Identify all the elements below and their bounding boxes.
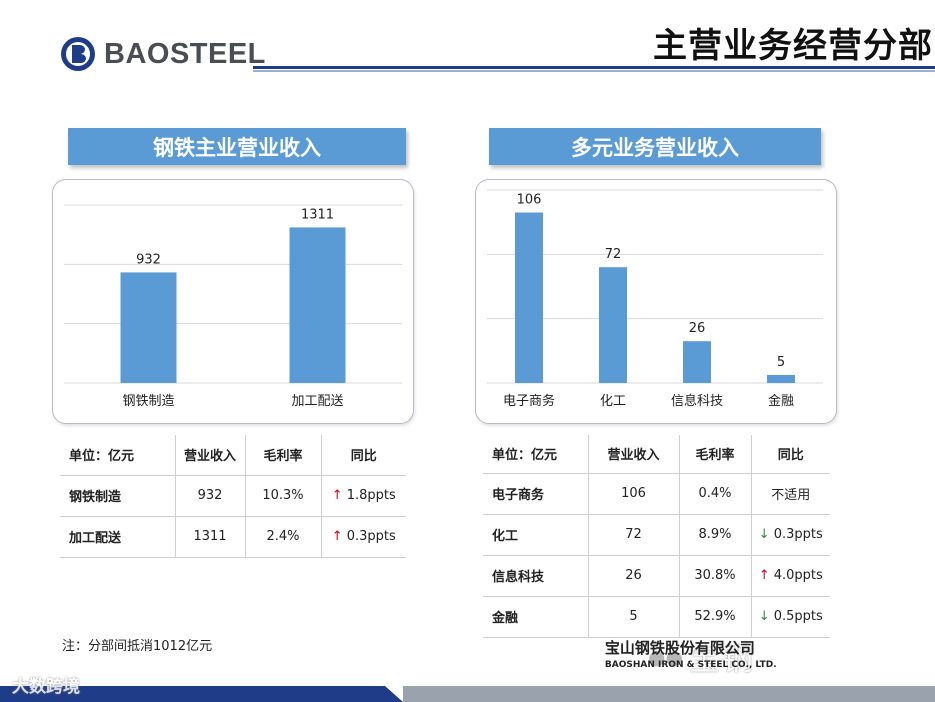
segment-revenue: 106 xyxy=(587,473,679,515)
segment-name: 钢铁制造 xyxy=(60,475,175,517)
table-row: 化工 72 8.9% ↓ 0.3ppts xyxy=(483,514,830,556)
segment-yoy: ↓ 0.3ppts xyxy=(750,514,830,556)
table-header-yoy: 同比 xyxy=(320,435,406,476)
data-label: 72 xyxy=(605,247,622,262)
segment-margin: 52.9% xyxy=(678,596,751,638)
segment-name: 化工 xyxy=(483,514,588,556)
segment-name: 电子商务 xyxy=(483,473,588,515)
segment-yoy: 不适用 xyxy=(750,473,830,515)
segment-name: 金融 xyxy=(483,596,588,638)
watermark-right: ●● 宝钢 宝山钢铁股份有限公司 BAOSHAN IRON & STEEL CO… xyxy=(605,634,777,679)
watermark-left-text: 大数跨境 xyxy=(12,677,80,697)
header-rule xyxy=(253,66,935,69)
data-label: 26 xyxy=(689,321,706,336)
yoy-value: 1.8ppts xyxy=(346,488,396,503)
segment-name: 信息科技 xyxy=(483,555,588,597)
down-arrow-icon: ↓ xyxy=(758,527,770,542)
segment-revenue: 72 xyxy=(587,514,679,556)
segment-yoy: ↓ 0.5ppts xyxy=(750,596,830,638)
segment-yoy: ↑ 1.8ppts xyxy=(320,475,406,517)
footer-band-wedge xyxy=(385,686,403,702)
bar xyxy=(515,212,543,383)
baosteel-emblem-icon xyxy=(61,37,95,71)
segment-margin: 10.3% xyxy=(244,475,321,517)
down-arrow-icon: ↓ xyxy=(758,609,770,624)
category-label: 化工 xyxy=(600,394,626,409)
bar xyxy=(767,374,795,383)
up-arrow-icon: ↑ xyxy=(758,568,770,583)
diversified-section-title: 多元业务营业收入 xyxy=(489,128,821,165)
data-label: 932 xyxy=(136,252,161,267)
segment-margin: 30.8% xyxy=(678,555,751,597)
diversified-revenue-chart: 106 电子商务 72 化工 26 信息科技 5 金融 xyxy=(487,189,823,409)
segment-margin: 8.9% xyxy=(678,514,751,556)
table-row: 加工配送 1311 2.4% ↑ 0.3ppts xyxy=(60,516,406,558)
footer-band xyxy=(0,686,385,702)
segment-revenue: 932 xyxy=(174,475,245,517)
segment-name: 加工配送 xyxy=(60,516,175,558)
baosteel-logo: BAOSTEEL xyxy=(60,36,266,72)
category-label: 钢铁制造 xyxy=(122,394,174,409)
data-label: 5 xyxy=(777,355,785,370)
yoy-value: 0.3ppts xyxy=(346,529,396,544)
steel-revenue-chart: 932 钢铁制造 1311 加工配送 xyxy=(64,204,402,409)
table-header-revenue: 营业收入 xyxy=(587,435,679,474)
table-row: 信息科技 26 30.8% ↑ 4.0ppts xyxy=(483,555,830,597)
table-row: 钢铁制造 932 10.3% ↑ 1.8ppts xyxy=(60,475,406,517)
steel-section-title: 钢铁主业营业收入 xyxy=(68,128,406,165)
segment-revenue: 26 xyxy=(587,555,679,597)
table-header-margin: 毛利率 xyxy=(244,435,321,476)
segment-margin: 2.4% xyxy=(244,516,321,558)
yoy-value: 0.3ppts xyxy=(773,527,823,542)
watermark-big-text: 宝钢 xyxy=(688,642,755,678)
up-arrow-icon: ↑ xyxy=(331,529,343,544)
segment-revenue: 1311 xyxy=(174,516,245,558)
watermark-left: 大数跨境 xyxy=(12,672,80,697)
yoy-value: 0.5ppts xyxy=(773,609,823,624)
header-rule-secondary xyxy=(253,70,935,72)
watermark-company-cn: 宝山钢铁股份有限公司 xyxy=(604,638,755,657)
steel-segment-table: 单位：亿元 营业收入 毛利率 同比 钢铁制造 932 10.3% ↑ 1.8pp… xyxy=(60,435,406,558)
page-title: 主营业务经营分部 xyxy=(653,26,933,66)
footer-band-grey xyxy=(403,686,935,702)
table-header-yoy: 同比 xyxy=(750,435,830,474)
segment-margin: 0.4% xyxy=(678,473,751,515)
footnote: 注：分部间抵消1012亿元 xyxy=(62,639,213,654)
table-header-revenue: 营业收入 xyxy=(174,435,245,476)
up-arrow-icon: ↑ xyxy=(331,488,343,503)
segment-yoy: ↑ 0.3ppts xyxy=(320,516,406,558)
data-label: 106 xyxy=(517,193,542,208)
table-header-unit: 单位：亿元 xyxy=(60,435,175,476)
yoy-value: 4.0ppts xyxy=(773,568,823,583)
category-label: 加工配送 xyxy=(291,394,343,409)
segment-yoy: ↑ 4.0ppts xyxy=(750,555,830,597)
wechat-icon: ●● xyxy=(648,644,683,669)
table-row: 金融 5 52.9% ↓ 0.5ppts xyxy=(483,596,830,638)
data-label: 1311 xyxy=(301,207,334,222)
category-label: 金融 xyxy=(768,393,794,409)
category-label: 信息科技 xyxy=(671,393,723,409)
bar xyxy=(683,341,711,383)
bar xyxy=(120,272,177,383)
yoy-value: 不适用 xyxy=(771,488,811,503)
table-row: 电子商务 106 0.4% 不适用 xyxy=(483,473,830,515)
table-header-unit: 单位：亿元 xyxy=(483,435,588,474)
segment-revenue: 5 xyxy=(587,596,679,638)
watermark-company: 宝山钢铁股份有限公司 BAOSHAN IRON & STEEL CO., LTD… xyxy=(604,638,777,674)
diversified-segment-table: 单位：亿元 营业收入 毛利率 同比 电子商务 106 0.4% 不适用 化工 7… xyxy=(483,435,830,638)
table-header-margin: 毛利率 xyxy=(678,435,751,474)
bar xyxy=(289,227,346,383)
logo-text: BAOSTEEL xyxy=(104,37,266,70)
bar xyxy=(599,267,627,383)
watermark-company-en: BAOSHAN IRON & STEEL CO., LTD. xyxy=(604,659,777,670)
category-label: 电子商务 xyxy=(503,393,555,409)
